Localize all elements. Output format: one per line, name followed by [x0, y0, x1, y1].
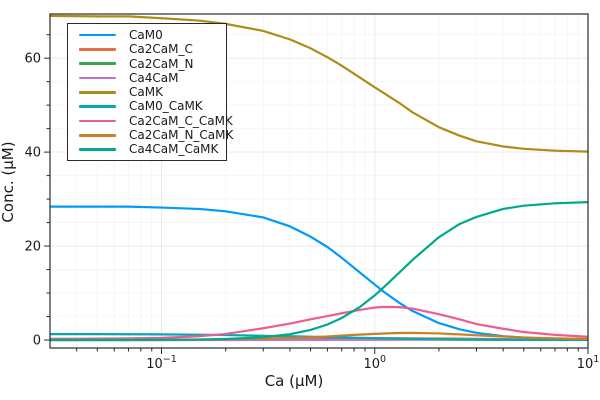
legend-item-CaMK: CaMK: [68, 85, 226, 99]
tick-marks: [44, 34, 589, 354]
y-tick-label: 40: [24, 146, 41, 161]
legend-box: CaM0 Ca2CaM_C Ca2CaM_N Ca4CaM CaMK CaM0_CaMK C…: [67, 23, 233, 161]
series-curves: [50, 14, 588, 342]
legend-label: Ca4CaM_CaMK: [129, 142, 219, 157]
legend-item-Ca2CaM_C: Ca2CaM_C: [68, 42, 226, 56]
y-tick-label: 0: [33, 334, 41, 349]
legend-line-sample: [79, 105, 116, 108]
y-tick-label: 60: [24, 52, 41, 67]
legend-label: CaM0: [129, 28, 163, 42]
x-tick-label: 100: [363, 354, 386, 372]
legend-label: Ca2CaM_C: [129, 42, 193, 57]
series-line-CaM0_CaMK: [50, 333, 588, 342]
x-tick-label: 101: [577, 354, 600, 372]
legend-label: Ca2CaM_C_CaMK: [129, 113, 233, 128]
legend-item-Ca2CaM_C_CaMK: Ca2CaM_C_CaMK: [68, 114, 233, 128]
legend-line-sample: [79, 33, 116, 37]
legend-label: Ca2CaM_N_CaMK: [129, 128, 234, 143]
legend-item-Ca4CaM: Ca4CaM: [68, 71, 226, 85]
legend-label: Ca4CaM: [129, 70, 179, 85]
legend-line-sample: [79, 62, 116, 66]
x-axis-label: Ca (μM): [264, 372, 324, 390]
legend-item-Ca4CaM_CaMK: Ca4CaM_CaMK: [68, 142, 226, 156]
series-line-Ca2CaM_C_CaMK: [50, 305, 588, 340]
legend-label: CaMK: [129, 85, 163, 100]
legend-line-sample: [79, 133, 116, 137]
y-axis-label: Conc. (μM): [0, 141, 17, 223]
legend-label: CaM0_CaMK: [129, 99, 203, 114]
y-tick-label: 20: [24, 240, 41, 255]
legend-line-sample: [79, 48, 116, 51]
x-tick-label: 10−1: [146, 354, 177, 372]
legend-item-Ca2CaM_N: Ca2CaM_N: [68, 57, 226, 71]
series-line-CaMK: [50, 14, 588, 153]
legend-line-sample: [79, 119, 116, 123]
legend-item-CaM0: CaM0: [68, 28, 226, 42]
legend-item-Ca2CaM_N_CaMK: Ca2CaM_N_CaMK: [68, 128, 233, 142]
series-line-CaM0: [50, 205, 588, 341]
series-line-Ca4CaM_CaMK: [50, 201, 588, 342]
legend-line-sample: [79, 91, 116, 94]
plot-frame: [49, 13, 589, 349]
legend-item-CaM0_CaMK: CaM0_CaMK: [68, 99, 226, 113]
legend-line-sample: [79, 76, 116, 80]
tick-labels: 10−1 100 101 0 20 40 60: [24, 52, 599, 372]
legend-label: Ca2CaM_N: [129, 56, 194, 71]
legend-line-sample: [79, 148, 116, 151]
